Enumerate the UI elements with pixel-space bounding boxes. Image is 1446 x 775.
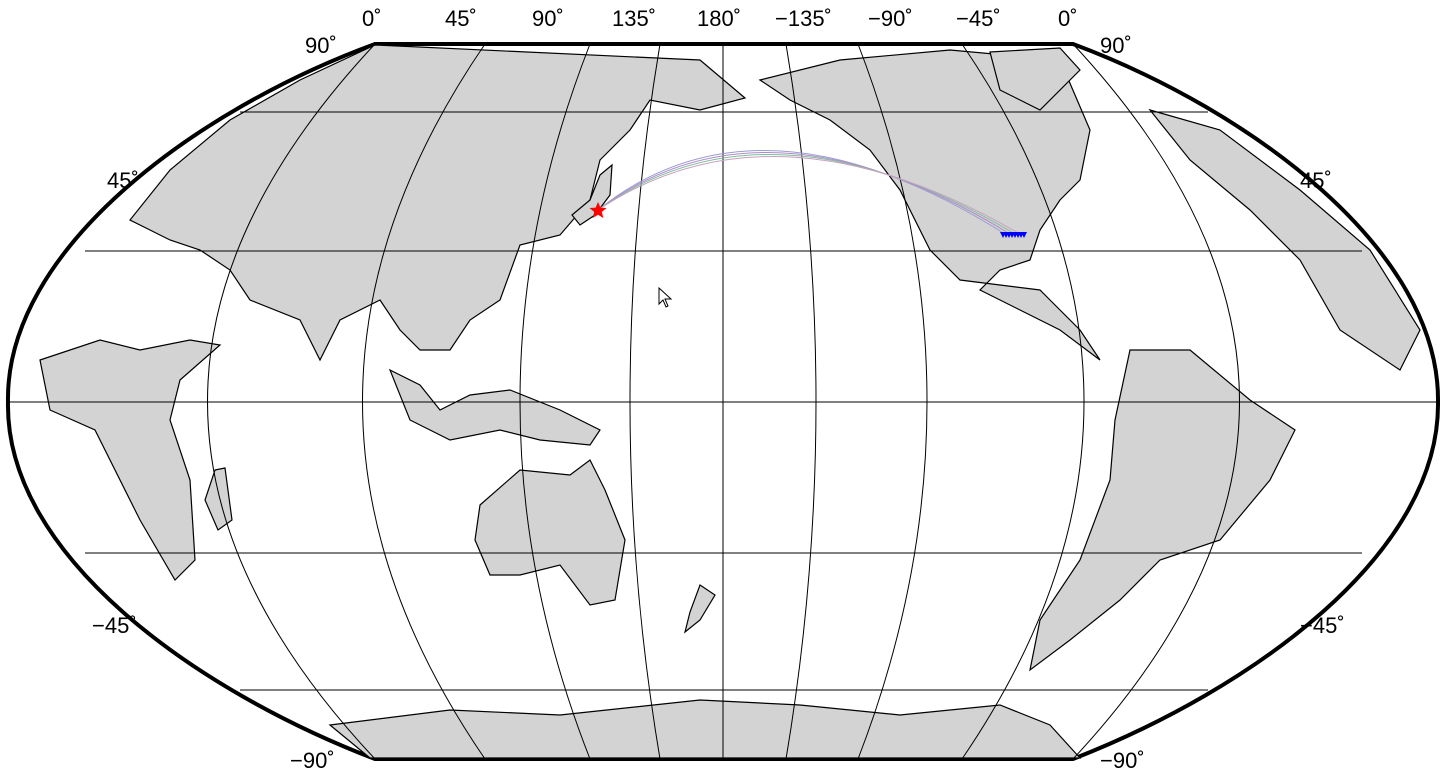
land-masses — [39, 44, 1421, 759]
mouse-cursor-icon — [658, 286, 673, 308]
meridian-90 — [519, 43, 591, 760]
lat-label-s90-left: −90˚ — [290, 748, 335, 773]
top-longitude-labels: 0˚ 45˚ 90˚ 135˚ 180˚ −135˚ −90˚ −45˚ 0˚ — [362, 6, 1078, 31]
meridian-neg90 — [857, 43, 928, 760]
meridian-0-left — [207, 43, 376, 760]
lat-label-n45-right: 45˚ — [1300, 168, 1332, 193]
ray-path — [597, 153, 1016, 235]
landmass-europe-east-edge — [1148, 108, 1421, 371]
meridian-45 — [362, 43, 486, 760]
landmass-madagascar — [204, 467, 233, 531]
graticule — [8, 43, 1438, 760]
landmass-new-zealand — [683, 584, 716, 634]
landmass-japan — [571, 163, 613, 226]
ray-paths — [597, 149, 1021, 235]
station-marker — [1021, 232, 1027, 238]
meridian-0-right — [1072, 43, 1240, 760]
lat-label-n45-left: 45˚ — [107, 168, 139, 193]
lon-label: −90˚ — [868, 6, 913, 31]
lon-label: 0˚ — [362, 6, 382, 31]
lon-label: 0˚ — [1058, 6, 1078, 31]
ray-path — [597, 155, 1021, 235]
lon-label: −135˚ — [775, 6, 832, 31]
lon-label: −45˚ — [956, 6, 1001, 31]
landmass-australia — [474, 459, 626, 606]
landmass-antarctica — [328, 699, 1082, 759]
landmass-south-america — [1029, 349, 1296, 672]
landmass-greenland — [989, 47, 1081, 111]
landmass-se-asia — [388, 368, 601, 446]
lon-label: 180˚ — [697, 6, 741, 31]
lat-label-s90-right: −90˚ — [1100, 748, 1145, 773]
lat-label-s45-left: −45˚ — [92, 613, 137, 638]
lon-label: 135˚ — [612, 6, 656, 31]
meridian-neg45 — [961, 43, 1085, 760]
ray-path — [597, 151, 1011, 235]
lat-label-s45-right: −45˚ — [1300, 613, 1345, 638]
landmass-eurasia — [129, 44, 747, 362]
meridian-135 — [629, 43, 661, 760]
stations-group — [1000, 232, 1027, 238]
ray-path — [597, 149, 1006, 235]
lat-label-n90-left: 90˚ — [305, 33, 337, 58]
landmass-north-america — [758, 49, 1101, 361]
latitude-labels: 90˚ 90˚ 45˚ 45˚ −45˚ −45˚ −90˚ −90˚ — [92, 33, 1345, 773]
meridian-neg135 — [785, 43, 817, 760]
event-star-icon — [589, 202, 607, 218]
lat-label-n90-right: 90˚ — [1100, 33, 1132, 58]
lon-label: 90˚ — [532, 6, 564, 31]
lon-label: 45˚ — [445, 6, 477, 31]
landmass-africa — [39, 339, 222, 581]
